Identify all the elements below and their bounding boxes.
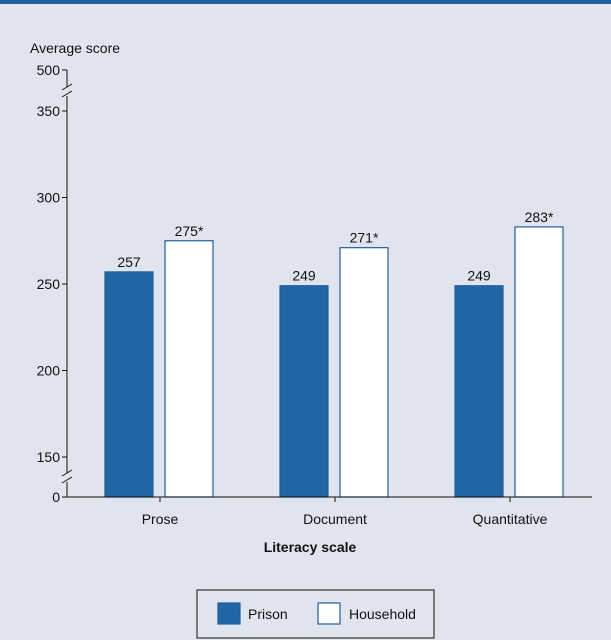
axis-break-gap <box>61 87 73 96</box>
bar-value-label: 249 <box>467 268 491 284</box>
axis-break-mark <box>61 83 73 91</box>
axis-break-gap <box>61 473 73 482</box>
bar-household <box>339 247 389 498</box>
bar-value-label: 271* <box>350 230 379 246</box>
legend: Prison Household <box>196 589 435 639</box>
legend-label-household: Household <box>349 606 416 622</box>
top-rule <box>0 0 611 4</box>
y-axis: 500 350 300 250 200 150 0 <box>37 62 73 505</box>
bar-value-label: 283* <box>525 209 554 225</box>
axis-break-mark <box>61 90 73 98</box>
x-tick-label: Quantitative <box>473 511 548 527</box>
y-tick-label: 150 <box>37 449 61 465</box>
bars: 257 275* 249 271* 249 283* <box>104 209 564 498</box>
bar-value-label: 275* <box>175 223 204 239</box>
x-axis: Prose Document Quantitative <box>67 496 592 527</box>
bar-household <box>514 226 564 498</box>
bar-household <box>164 240 214 498</box>
bar-prison <box>454 285 504 498</box>
y-tick-label: 350 <box>37 103 61 119</box>
y-tick-label: 300 <box>37 190 61 206</box>
x-axis-label: Literacy scale <box>264 539 357 555</box>
y-axis-label: Average score <box>30 40 120 56</box>
bar-value-label: 257 <box>117 254 141 270</box>
x-tick-label: Document <box>303 511 367 527</box>
y-tick-label: 500 <box>37 62 61 78</box>
legend-swatch-household <box>317 602 341 625</box>
bar-value-label: 249 <box>292 268 316 284</box>
y-tick-label: 200 <box>37 363 61 379</box>
y-tick-label: 250 <box>37 276 61 292</box>
legend-swatch-prison <box>217 602 241 625</box>
y-tick-label: 0 <box>52 489 60 505</box>
bar-prison <box>279 285 329 498</box>
legend-label-prison: Prison <box>248 606 288 622</box>
axis-break-mark <box>61 469 73 477</box>
x-tick-label: Prose <box>142 511 179 527</box>
bar-prison <box>104 271 154 498</box>
axis-break-mark <box>61 476 73 484</box>
